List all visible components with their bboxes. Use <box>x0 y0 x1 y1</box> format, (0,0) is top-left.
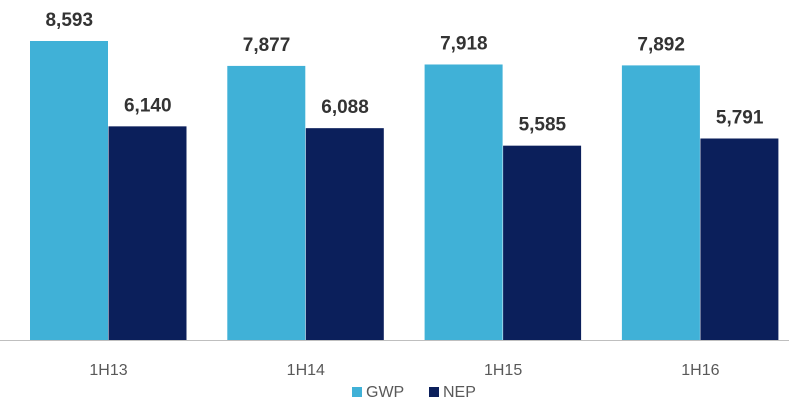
data-label: 6,140 <box>124 95 172 116</box>
data-label: 5,585 <box>519 115 567 136</box>
data-label: 7,877 <box>243 35 291 56</box>
data-label: 7,892 <box>637 34 685 55</box>
bar <box>424 64 503 341</box>
bar <box>30 41 108 340</box>
x-tick-label: 1H14 <box>287 362 325 379</box>
data-label: 8,593 <box>45 10 93 31</box>
bar <box>108 126 187 341</box>
x-tick-label: 1H16 <box>681 362 719 379</box>
bar <box>700 138 779 340</box>
x-tick-label: 1H15 <box>484 362 522 379</box>
data-label: 7,918 <box>440 34 488 55</box>
bar <box>621 65 700 340</box>
data-label: 5,791 <box>716 108 764 129</box>
bar <box>503 145 582 340</box>
legend-swatch <box>352 387 362 397</box>
bar <box>305 128 384 340</box>
legend-label: GWP <box>366 384 404 401</box>
bar <box>227 65 306 341</box>
legend-swatch <box>429 387 439 397</box>
legend-label: NEP <box>443 384 476 401</box>
x-tick-label: 1H13 <box>89 362 127 379</box>
data-label: 6,088 <box>321 97 369 118</box>
